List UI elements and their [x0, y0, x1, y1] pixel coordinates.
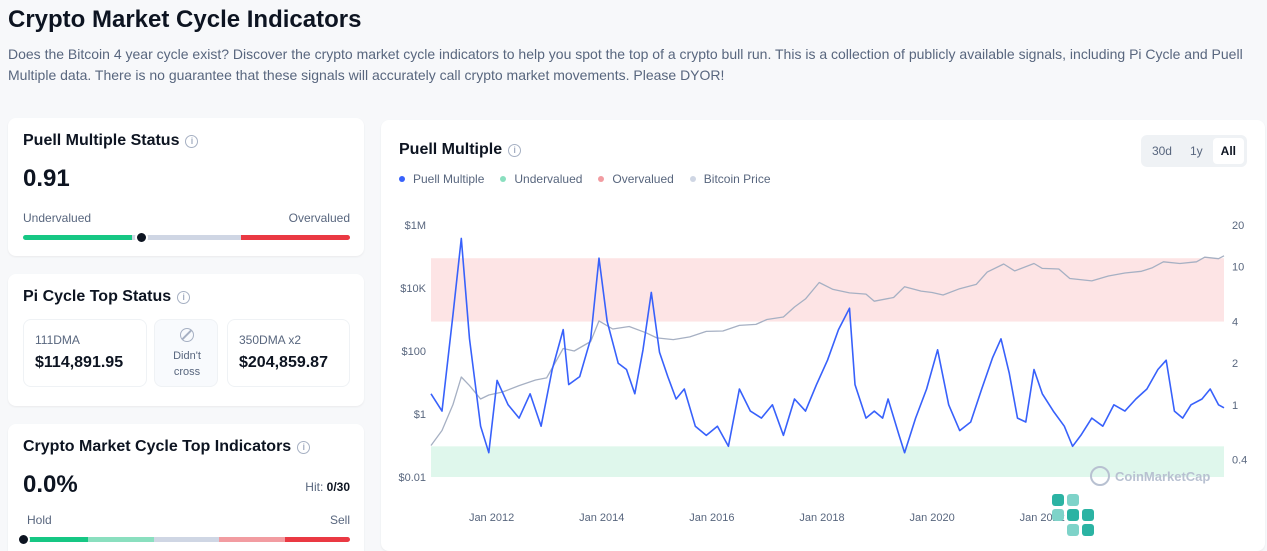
x-tick-label: Jan 2012: [469, 512, 514, 524]
legend-dot: [500, 176, 507, 182]
top-indicators-marker: [17, 533, 30, 546]
info-icon[interactable]: i: [185, 134, 199, 148]
legend-dot: [598, 176, 605, 182]
top-indicators-card: Crypto Market Cycle Top Indicators i 0.0…: [8, 424, 364, 551]
y-left-tick-label: $10K: [400, 283, 426, 295]
puell-multiple-line: [430, 237, 1225, 454]
bar-neutral-segment: [153, 537, 220, 542]
puell-status-bar: [23, 235, 350, 240]
pi-111dma-box: 111DMA $114,891.95: [23, 319, 147, 387]
bitcoin-price-line: [430, 255, 1225, 446]
overvalued-label: Overvalued: [288, 211, 350, 225]
pi-350dma-value: $204,859.87: [239, 354, 328, 371]
range-all-button[interactable]: All: [1212, 138, 1244, 164]
bar-undervalued-segment: [23, 235, 132, 240]
undervalued-label: Undervalued: [23, 211, 92, 225]
page-title: Crypto Market Cycle Indicators: [8, 6, 362, 33]
pi-350dma-box: 350DMA x2 $204,859.87: [227, 319, 350, 387]
info-icon[interactable]: i: [177, 290, 191, 304]
range-30d-button[interactable]: 30d: [1151, 144, 1172, 158]
range-1y-button[interactable]: 1y: [1189, 144, 1203, 158]
legend-dot: [689, 176, 696, 182]
pi-cycle-card: Pi Cycle Top Status i 111DMA $114,891.95…: [8, 274, 364, 406]
y-left-tick-label: $1: [414, 409, 426, 421]
chart-legend: Puell Multiple Undervalued Overvalued Bi…: [399, 172, 771, 186]
y-right-tick-label: 2: [1232, 358, 1238, 370]
pi-cross-status-text: Didn't cross: [173, 350, 201, 378]
top-indicators-value: 0.0%: [23, 471, 78, 498]
puell-status-title: Puell Multiple Status i: [23, 132, 199, 150]
legend-undervalued[interactable]: Undervalued: [500, 172, 582, 186]
x-tick-label: Jan 2016: [689, 512, 734, 524]
x-tick-label: Jan 2018: [799, 512, 844, 524]
puell-status-value: 0.91: [23, 165, 70, 192]
bar-sell-light-segment: [219, 537, 285, 542]
legend-overvalued[interactable]: Overvalued: [598, 172, 674, 186]
x-tick-label: Jan 2014: [579, 512, 624, 524]
legend-puell-multiple[interactable]: Puell Multiple: [399, 172, 484, 186]
y-right-tick-label: 1: [1232, 400, 1238, 412]
time-range-selector: 30d 1y All: [1140, 135, 1247, 167]
puell-status-marker: [134, 231, 148, 244]
watermark-logo-icon: [1052, 494, 1094, 536]
y-right-tick-label: 10: [1232, 262, 1244, 274]
info-icon[interactable]: i: [508, 143, 522, 157]
hold-label: Hold: [27, 513, 52, 527]
top-indicators-title: Crypto Market Cycle Top Indicators i: [23, 438, 311, 456]
bar-overvalued-segment: [240, 235, 350, 240]
y-left-tick-label: $100: [402, 346, 426, 358]
y-left-tick-label: $0.01: [398, 472, 426, 484]
site-watermark: [1048, 490, 1098, 540]
info-icon[interactable]: i: [297, 440, 311, 454]
pi-111dma-value: $114,891.95: [35, 354, 124, 371]
pi-111dma-label: 111DMA: [35, 333, 80, 347]
chart-title: Puell Multiple i: [399, 141, 522, 159]
puell-chart-card: $1M $10K $100 $1 $0.01 20 10 4 2 1 0.4 Jan 2012 Jan …: [381, 120, 1265, 551]
pi-350dma-label: 350DMA x2: [239, 333, 302, 347]
bar-hold-segment: [23, 537, 89, 542]
y-right-tick-label: 20: [1232, 220, 1244, 232]
bar-sell-segment: [284, 537, 350, 542]
top-indicators-bar: [23, 537, 350, 542]
bar-hold-light-segment: [88, 537, 154, 542]
bar-neutral-segment: [131, 235, 241, 240]
y-right-tick-label: 4: [1232, 317, 1238, 329]
hit-counter: Hit: 0/30: [305, 480, 350, 494]
sell-label: Sell: [329, 513, 350, 527]
puell-status-card: Puell Multiple Status i 0.91 Undervalued…: [8, 118, 364, 256]
page-description: Does the Bitcoin 4 year cycle exist? Dis…: [8, 46, 1243, 83]
x-tick-label: Jan 2020: [909, 512, 954, 524]
pi-cross-status-box: Didn't cross: [154, 319, 218, 387]
puell-chart[interactable]: $1M $10K $100 $1 $0.01 20 10 4 2 1 0.4 Jan 2012 Jan …: [381, 120, 1265, 551]
y-right-tick-label: 0.4: [1232, 455, 1247, 467]
pi-cycle-title: Pi Cycle Top Status i: [23, 288, 191, 306]
not-crossed-icon: [180, 328, 194, 342]
y-left-tick-label: $1M: [405, 220, 426, 232]
overvalued-band: [431, 258, 1224, 322]
legend-dot: [399, 176, 405, 182]
coinmarketcap-watermark: CoinMarketCap: [1115, 469, 1210, 484]
coinmarketcap-logo-icon: [1090, 466, 1110, 486]
legend-bitcoin-price[interactable]: Bitcoin Price: [689, 172, 771, 186]
undervalued-band: [431, 446, 1224, 477]
